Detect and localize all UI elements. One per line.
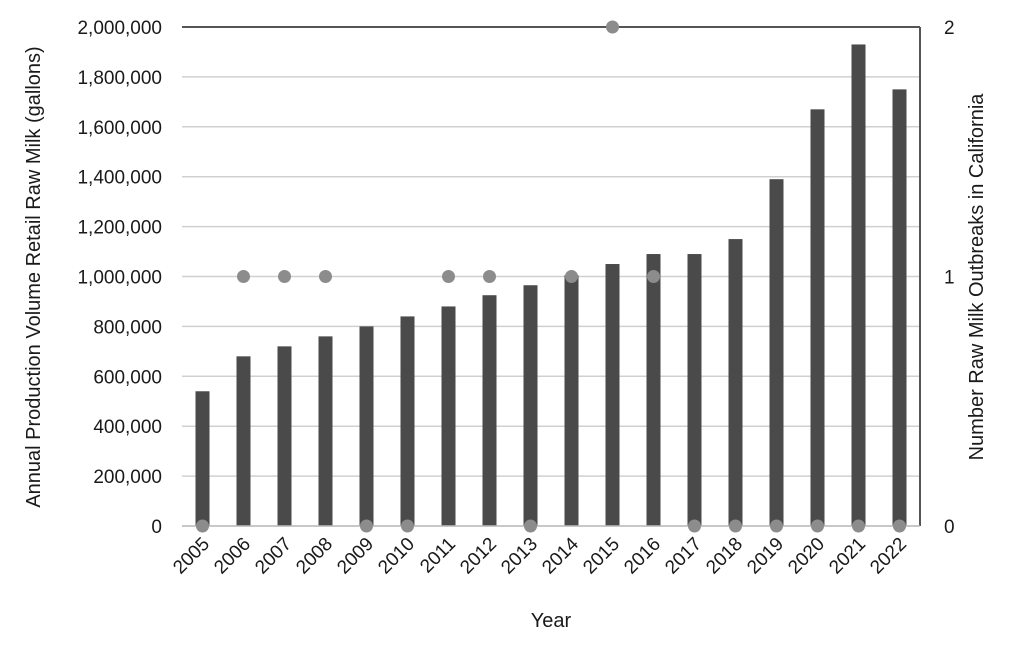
y-tick-label: 600,000: [93, 367, 162, 388]
outbreak-point: [360, 519, 373, 533]
x-tick-label: 2022: [866, 534, 911, 579]
outbreak-point: [278, 270, 291, 283]
plot-frame: [182, 26, 921, 527]
x-tick-label: 2015: [579, 534, 624, 579]
bar: [605, 264, 620, 526]
bar: [318, 336, 333, 526]
x-tick-label: 2006: [210, 534, 255, 579]
outbreak-point: [852, 519, 865, 533]
y-axis-ticks: 0 200,000 400,000 600,000 800,000 1,000,000 1,…: [77, 18, 162, 538]
y-tick-label: 1,400,000: [77, 168, 162, 189]
y2-axis-title: Number Raw Milk Outbreaks in California: [966, 93, 988, 461]
y-tick-label: 1,200,000: [77, 218, 162, 239]
outbreak-point: [770, 519, 783, 533]
x-tick-label: 2021: [825, 534, 870, 579]
x-tick-label: 2017: [661, 534, 706, 579]
y2-tick-label: 0: [944, 517, 955, 538]
bar: [195, 391, 210, 526]
outbreak-point: [401, 519, 414, 533]
outbreak-point: [606, 20, 619, 34]
y-tick-label: 2,000,000: [77, 18, 162, 39]
x-tick-label: 2012: [456, 534, 501, 579]
x-tick-label: 2018: [702, 534, 747, 579]
outbreak-point: [524, 519, 537, 533]
bar: [646, 254, 661, 527]
x-tick-label: 2019: [743, 534, 788, 579]
outbreak-point: [196, 519, 209, 533]
bar: [728, 239, 743, 526]
x-tick-label: 2020: [784, 534, 829, 579]
bar: [810, 109, 825, 527]
outbreak-point: [811, 519, 824, 533]
x-axis-ticks: 2005200620072008200920102011201220132014…: [169, 533, 911, 578]
bar: [892, 89, 907, 526]
x-tick-label: 2014: [538, 533, 583, 578]
y-tick-label: 0: [151, 517, 162, 538]
grid-lines: [182, 26, 920, 527]
x-tick-label: 2013: [497, 534, 542, 579]
y-tick-label: 1,600,000: [77, 118, 162, 139]
outbreak-point: [893, 519, 906, 533]
outbreak-point: [483, 270, 496, 283]
x-tick-label: 2011: [416, 534, 460, 578]
y-axis-title: Annual Production Volume Retail Raw Milk…: [23, 46, 45, 507]
x-tick-label: 2008: [292, 534, 337, 579]
bar: [277, 346, 292, 526]
x-tick-label: 2009: [333, 534, 378, 579]
x-tick-label: 2016: [620, 534, 665, 579]
bar: [523, 285, 538, 526]
outbreak-point: [688, 519, 701, 533]
bar-series: [195, 44, 907, 527]
bar: [359, 326, 374, 526]
bar: [769, 179, 784, 526]
bar: [236, 356, 251, 526]
outbreak-point: [729, 519, 742, 533]
y-tick-label: 200,000: [93, 467, 162, 488]
bar: [400, 316, 415, 526]
y-tick-label: 800,000: [93, 317, 162, 338]
y2-tick-label: 2: [944, 18, 955, 39]
x-tick-label: 2010: [374, 534, 419, 579]
y-tick-label: 1,000,000: [77, 268, 162, 289]
bar: [687, 254, 702, 527]
outbreak-point: [237, 270, 250, 283]
outbreak-point: [647, 270, 660, 283]
y-tick-label: 400,000: [93, 417, 162, 438]
y-tick-label: 1,800,000: [77, 68, 162, 89]
y2-axis-ticks: 0 1 2: [944, 18, 955, 538]
x-axis-title: Year: [531, 610, 572, 632]
bar: [564, 275, 579, 526]
x-tick-label: 2005: [169, 534, 214, 579]
outbreak-point: [442, 270, 455, 283]
x-tick-label: 2007: [251, 534, 296, 579]
outbreak-point: [565, 270, 578, 283]
outbreak-points: [196, 20, 906, 533]
bar: [482, 295, 497, 526]
bar: [851, 44, 866, 527]
y2-tick-label: 1: [944, 268, 955, 289]
outbreak-point: [319, 270, 332, 283]
bar: [441, 306, 456, 526]
